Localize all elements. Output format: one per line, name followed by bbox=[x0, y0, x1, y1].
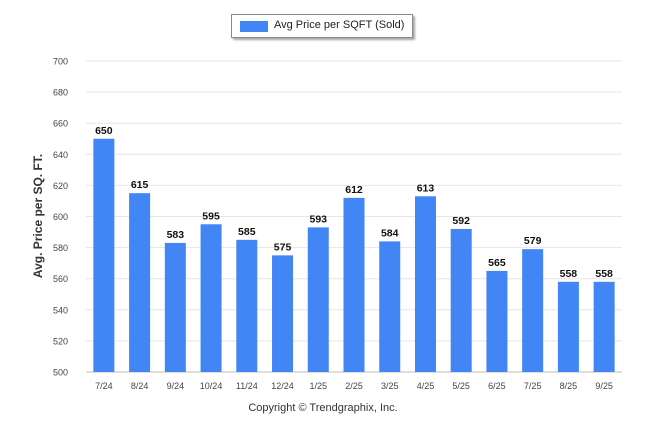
x-axis-ticks: 7/24 8/24 9/24 10/24 11/24 12/24 1/25 2/25 3/25 4… bbox=[95, 381, 613, 391]
bar bbox=[557, 281, 579, 372]
bar bbox=[414, 196, 436, 372]
bar bbox=[379, 241, 401, 372]
x-tick-label: 4/25 bbox=[417, 381, 435, 391]
y-axis-title: Avg. Price per SQ. FT. bbox=[31, 153, 45, 279]
bar bbox=[343, 197, 365, 372]
y-tick-label: 660 bbox=[53, 119, 68, 129]
x-tick-label: 11/24 bbox=[236, 381, 258, 391]
copyright-footer: Copyright © Trendgraphix, Inc. bbox=[248, 402, 398, 414]
y-tick-label: 520 bbox=[53, 336, 68, 346]
y-tick-label: 560 bbox=[53, 274, 68, 284]
y-tick-label: 600 bbox=[53, 212, 68, 222]
bar bbox=[200, 224, 222, 372]
data-label: 565 bbox=[488, 257, 506, 269]
x-tick-label: 8/25 bbox=[560, 381, 578, 391]
x-tick-label: 1/25 bbox=[310, 381, 328, 391]
y-tick-label: 680 bbox=[53, 88, 68, 98]
x-tick-label: 7/25 bbox=[524, 381, 542, 391]
y-tick-label: 620 bbox=[53, 181, 68, 191]
data-label: 595 bbox=[202, 210, 220, 222]
data-label: 650 bbox=[95, 125, 113, 137]
data-label: 615 bbox=[131, 179, 149, 191]
x-tick-label: 7/24 bbox=[95, 381, 113, 391]
data-label: 612 bbox=[345, 184, 363, 196]
bar bbox=[129, 193, 151, 372]
legend: Avg Price per SQFT (Sold) bbox=[231, 14, 413, 38]
bar bbox=[272, 255, 294, 372]
x-tick-label: 5/25 bbox=[452, 381, 470, 391]
y-tick-label: 700 bbox=[53, 57, 68, 67]
data-label: 583 bbox=[167, 229, 185, 241]
legend-label: Avg Price per SQFT (Sold) bbox=[274, 19, 405, 31]
data-label: 575 bbox=[274, 241, 292, 253]
data-label: 613 bbox=[417, 182, 435, 194]
bar bbox=[593, 281, 615, 372]
x-tick-label: 9/25 bbox=[595, 381, 613, 391]
y-tick-label: 540 bbox=[53, 305, 68, 315]
bars bbox=[93, 138, 615, 372]
bar bbox=[236, 239, 258, 372]
data-label: 585 bbox=[238, 226, 256, 238]
bar bbox=[307, 227, 329, 372]
x-tick-label: 9/24 bbox=[167, 381, 185, 391]
bar bbox=[522, 249, 544, 372]
data-label: 558 bbox=[595, 268, 613, 280]
y-tick-label: 640 bbox=[53, 150, 68, 160]
y-axis-ticks: 500 520 540 560 580 600 620 640 660 680 700 bbox=[53, 57, 68, 378]
bar bbox=[93, 138, 115, 372]
y-tick-label: 500 bbox=[53, 368, 68, 378]
data-labels: 650 615 583 595 585 575 593 612 584 613 592 565 579 5… bbox=[95, 125, 613, 280]
bar bbox=[486, 270, 508, 372]
x-tick-label: 8/24 bbox=[131, 381, 149, 391]
x-tick-label: 12/24 bbox=[271, 381, 294, 391]
x-tick-label: 3/25 bbox=[381, 381, 399, 391]
legend-swatch bbox=[240, 21, 268, 32]
data-label: 584 bbox=[381, 227, 399, 239]
data-label: 592 bbox=[452, 215, 470, 227]
bar bbox=[450, 228, 472, 372]
x-tick-label: 2/25 bbox=[345, 381, 363, 391]
data-label: 579 bbox=[524, 235, 542, 247]
x-tick-label: 6/25 bbox=[488, 381, 506, 391]
data-label: 593 bbox=[310, 213, 328, 225]
x-tick-label: 10/24 bbox=[200, 381, 223, 391]
y-tick-label: 580 bbox=[53, 243, 68, 253]
data-label: 558 bbox=[560, 268, 578, 280]
bar bbox=[164, 242, 186, 372]
